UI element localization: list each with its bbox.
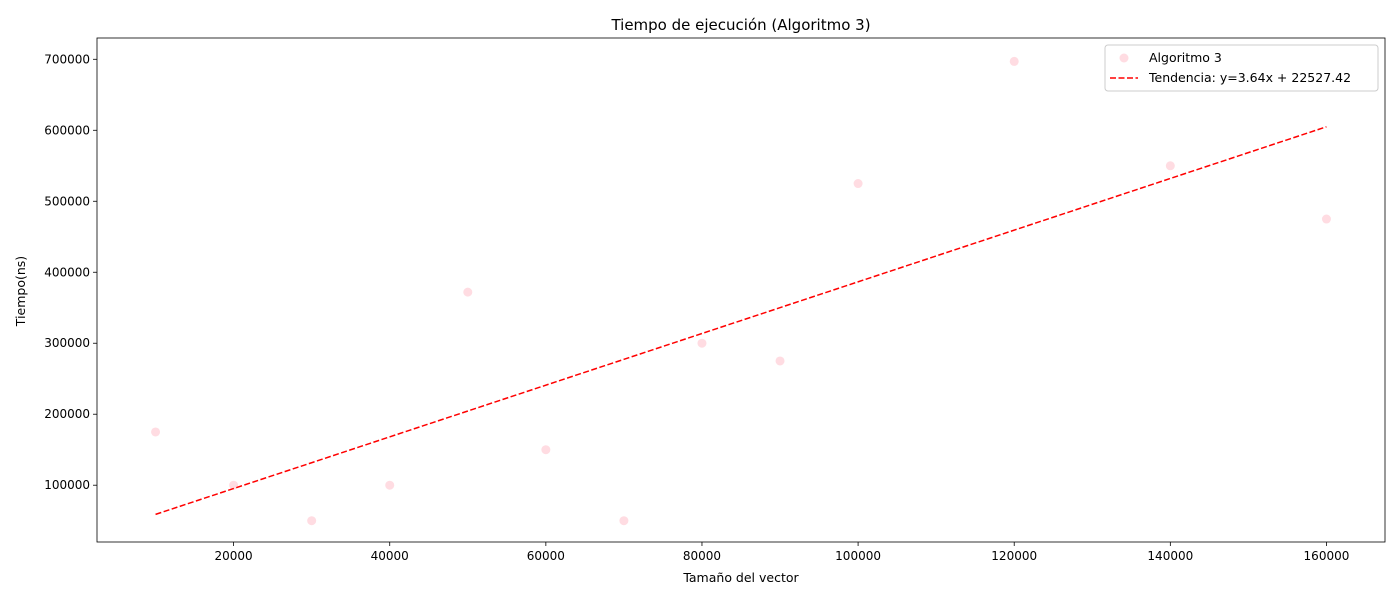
- scatter-point: [463, 287, 473, 297]
- scatter-point: [1009, 56, 1019, 66]
- legend-label-trend: Tendencia: y=3.64x + 22527.42: [1148, 70, 1351, 85]
- y-tick-label: 100000: [44, 478, 90, 492]
- scatter-point: [151, 427, 161, 437]
- y-tick-label: 300000: [44, 336, 90, 350]
- plot-frame: [96, 37, 1386, 543]
- x-axis-label: Tamaño del vector: [682, 570, 799, 585]
- scatter-point: [541, 445, 551, 455]
- scatter-point: [1321, 214, 1331, 224]
- y-tick-label: 200000: [44, 407, 90, 421]
- legend-marker-scatter: [1119, 53, 1129, 63]
- y-tick-label: 400000: [44, 265, 90, 279]
- scatter-point: [853, 179, 863, 189]
- legend-box: [1104, 44, 1379, 92]
- y-tick-label: 500000: [44, 194, 90, 208]
- y-tick-label: 600000: [44, 123, 90, 137]
- trend-line: [155, 126, 1327, 516]
- scatter-point: [697, 338, 707, 348]
- scatter-point: [775, 356, 785, 366]
- x-tick-label: 20000: [215, 549, 253, 563]
- x-tick-label: 40000: [371, 549, 409, 563]
- x-tick-label: 140000: [1147, 549, 1193, 563]
- x-tick-label: 100000: [835, 549, 881, 563]
- x-tick-label: 60000: [527, 549, 565, 563]
- scatter-point: [307, 516, 317, 526]
- scatter-point: [229, 480, 239, 490]
- scatter-point: [619, 516, 629, 526]
- axes: 20000 40000 60000 80000 100000 120000 140000 16…: [44, 37, 1386, 563]
- scatter-point: [1165, 161, 1175, 171]
- x-tick-label: 160000: [1304, 549, 1350, 563]
- y-axis-label: Tiempo(ns): [13, 256, 28, 327]
- x-tick-label: 120000: [991, 549, 1037, 563]
- legend: Algoritmo 3 Tendencia: y=3.64x + 22527.42: [1104, 44, 1379, 92]
- x-tick-label: 80000: [683, 549, 721, 563]
- scatter-point: [385, 480, 395, 490]
- chart-title: Tiempo de ejecución (Algoritmo 3): [610, 16, 870, 34]
- legend-label-scatter: Algoritmo 3: [1149, 50, 1222, 65]
- plot-area: [151, 56, 1331, 526]
- y-tick-label: 700000: [44, 52, 90, 66]
